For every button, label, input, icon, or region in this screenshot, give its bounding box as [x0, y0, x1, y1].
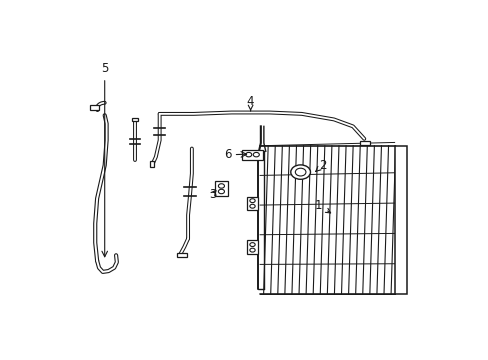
Circle shape: [218, 184, 224, 188]
Text: 6: 6: [224, 148, 231, 161]
Bar: [214, 181, 228, 197]
Bar: [176, 253, 186, 257]
Bar: [242, 150, 263, 160]
Circle shape: [245, 152, 251, 157]
Circle shape: [253, 152, 259, 157]
Bar: [149, 161, 154, 167]
Circle shape: [218, 189, 224, 194]
Bar: [359, 141, 369, 145]
Bar: [246, 197, 258, 210]
Circle shape: [295, 168, 305, 176]
Circle shape: [290, 165, 310, 179]
Circle shape: [249, 199, 255, 203]
Bar: [132, 118, 138, 121]
Bar: [394, 146, 406, 294]
Circle shape: [249, 243, 255, 247]
Bar: [90, 105, 99, 110]
Text: 3: 3: [208, 188, 216, 201]
Text: 2: 2: [315, 159, 325, 172]
Text: 4: 4: [246, 95, 254, 111]
Text: 1: 1: [314, 199, 330, 213]
Bar: [246, 240, 258, 254]
Circle shape: [249, 204, 255, 208]
Text: 5: 5: [101, 62, 108, 75]
Circle shape: [249, 248, 255, 252]
